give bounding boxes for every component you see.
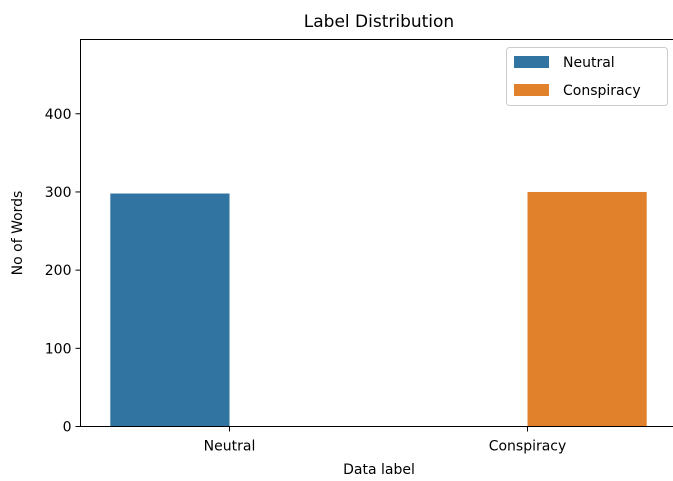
y-axis-ticks: 0 100 200 300 400 — [45, 107, 81, 436]
y-axis-label: No of Words — [10, 191, 26, 276]
x-tick-label: Conspiracy — [489, 439, 567, 455]
y-tick-label: 0 — [63, 420, 72, 436]
bar-conspiracy — [527, 191, 647, 427]
y-tick-label: 400 — [45, 107, 72, 123]
legend-label-neutral: Neutral — [563, 55, 615, 71]
x-tick-label: Neutral — [204, 439, 256, 455]
y-tick-label: 300 — [45, 185, 72, 201]
legend-swatch-conspiracy — [514, 84, 549, 96]
x-axis-label: Data label — [343, 462, 415, 478]
legend: Neutral Conspiracy — [506, 47, 668, 106]
legend-swatch-neutral — [514, 56, 549, 68]
plot-area-frame — [80, 39, 673, 427]
x-axis-ticks: Neutral Conspiracy — [204, 426, 567, 455]
bars-layer — [110, 191, 647, 427]
y-tick-label: 100 — [45, 341, 72, 357]
legend-label-conspiracy: Conspiracy — [563, 83, 641, 99]
y-tick-label: 200 — [45, 263, 72, 279]
chart-title: Label Distribution — [304, 12, 454, 32]
bar-neutral — [110, 193, 230, 427]
